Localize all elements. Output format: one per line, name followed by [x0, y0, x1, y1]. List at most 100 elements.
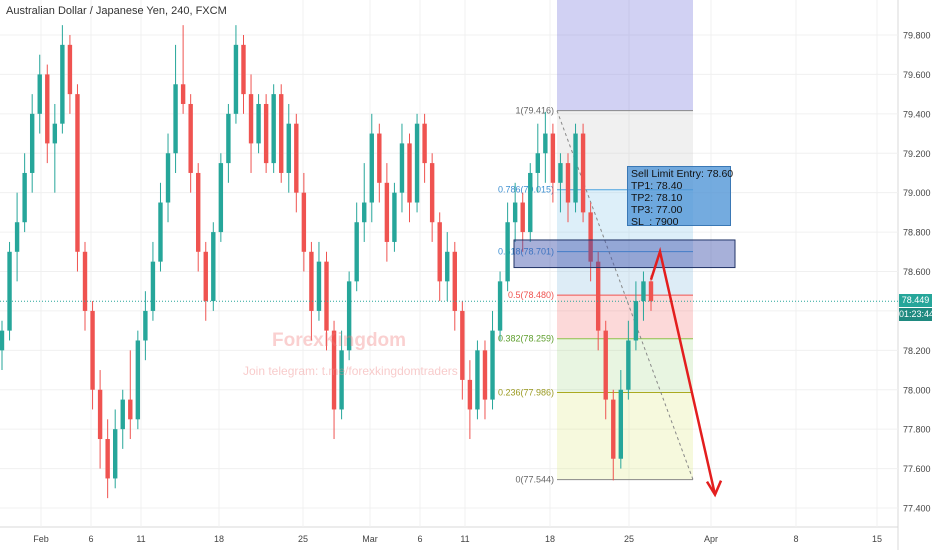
candle-body — [188, 103, 193, 173]
candle-body — [467, 379, 473, 410]
candle-body — [52, 123, 58, 144]
candle-body — [233, 44, 239, 114]
fib-level-label: 0.5(78.480) — [508, 290, 554, 300]
candle-body — [316, 261, 322, 311]
projection-arrowhead — [705, 480, 723, 498]
candle-body — [369, 133, 374, 203]
chart-title: Australian Dollar / Japanese Yen, 240, F… — [6, 5, 227, 17]
candle-body — [543, 133, 548, 154]
candle-body — [641, 281, 646, 302]
candle-body — [128, 399, 133, 420]
fib-level-label: 1(79.416) — [515, 106, 554, 116]
candle-body — [475, 350, 480, 410]
y-tick-label: 77.600 — [903, 464, 931, 474]
candle-body — [482, 350, 488, 400]
candle-body — [256, 103, 261, 144]
candle-body — [82, 251, 88, 311]
candle-body — [392, 192, 397, 242]
candle-body — [150, 261, 156, 311]
candle-body — [648, 281, 654, 302]
candle-body — [460, 310, 465, 380]
watermark-brand: ForexKingdom — [272, 330, 407, 351]
x-tick-label: 25 — [624, 534, 634, 544]
fib-extension-zone — [557, 0, 693, 111]
candle-body — [603, 330, 608, 400]
candle-body — [309, 251, 314, 311]
candle-body — [558, 163, 563, 183]
fib-level-label: 0.786(79.015) — [498, 185, 554, 195]
candle-body — [67, 44, 73, 95]
y-tick-label: 79.000 — [903, 188, 931, 198]
time-axis[interactable]: Feb 6 11 18 25 Mar 6 11 18 25 Apr 8 15 — [33, 534, 882, 544]
candle-body — [120, 399, 125, 430]
candle-body — [90, 310, 95, 390]
candle-body — [158, 202, 163, 262]
candle-body — [196, 172, 201, 252]
annotation-tp1: TP1: 78.40 — [631, 180, 683, 192]
candle-body — [203, 251, 208, 302]
candle-body — [497, 281, 503, 331]
candlestick-series — [0, 25, 654, 499]
candle-body — [528, 172, 533, 233]
candle-body — [354, 222, 359, 282]
candle-body — [512, 202, 518, 223]
bar-countdown-tag: 01:23:44 — [899, 308, 932, 321]
candle-body — [286, 123, 291, 173]
candle-body — [377, 133, 382, 183]
candle-body — [535, 153, 541, 173]
candle-body — [384, 182, 390, 242]
chart-grid — [0, 0, 899, 550]
fib-zone — [557, 338, 693, 393]
trade-plan-annotation[interactable]: Sell Limit Entry: 78.60 TP1: 78.40 TP2: … — [627, 166, 733, 228]
price-axis[interactable]: 77.40077.60077.80078.00078.20078.40078.6… — [903, 31, 931, 514]
candle-body — [105, 439, 110, 479]
candle-body — [362, 202, 367, 223]
candle-body — [0, 330, 5, 351]
x-tick-label: Feb — [33, 534, 49, 544]
y-tick-label: 79.400 — [903, 109, 931, 119]
candle-body — [173, 84, 178, 154]
candle-body — [445, 251, 450, 282]
candle-body — [324, 261, 329, 331]
fib-zone — [557, 251, 693, 296]
candle-body — [211, 232, 216, 302]
candle-body — [218, 163, 224, 233]
candle-body — [241, 44, 246, 95]
annotation-tp2: TP2: 78.10 — [631, 192, 683, 204]
y-tick-label: 78.800 — [903, 228, 931, 238]
candle-body — [437, 222, 442, 282]
fib-level-label: 0.236(77.986) — [498, 388, 554, 398]
y-tick-label: 79.800 — [903, 31, 931, 41]
candle-body — [595, 261, 601, 331]
x-tick-label: Mar — [362, 534, 378, 544]
x-tick-label: 25 — [298, 534, 308, 544]
y-tick-label: 78.200 — [903, 346, 931, 356]
x-tick-label: 8 — [793, 534, 798, 544]
candle-body — [165, 153, 171, 203]
y-tick-label: 78.000 — [903, 385, 931, 395]
candle-body — [45, 74, 50, 144]
x-tick-label: 18 — [545, 534, 555, 544]
fib-zone — [557, 392, 693, 480]
candle-body — [346, 281, 352, 351]
sell-zone — [513, 239, 736, 269]
candle-body — [37, 74, 42, 114]
y-tick-label: 78.600 — [903, 267, 931, 277]
y-tick-label: 79.200 — [903, 149, 931, 159]
y-tick-label: 79.600 — [903, 70, 931, 80]
y-tick-label: 77.400 — [903, 504, 931, 514]
candle-body — [399, 143, 405, 193]
watermark-subtitle: Join telegram: t.me/forexkingdomtraders — [243, 364, 458, 378]
candle-body — [279, 94, 284, 173]
candle-body — [60, 44, 65, 124]
candle-body — [505, 222, 510, 282]
candle-body — [248, 94, 254, 144]
candle-body — [407, 143, 412, 203]
projection-path — [649, 246, 717, 495]
fibonacci-retracement: 1(79.416) 0.786(79.015) 0.618(78.701) 0.5(7… — [498, 0, 694, 485]
candle-body — [422, 123, 427, 164]
candle-body — [565, 163, 571, 203]
candle-body — [301, 192, 307, 252]
y-tick-label: 77.800 — [903, 425, 931, 435]
